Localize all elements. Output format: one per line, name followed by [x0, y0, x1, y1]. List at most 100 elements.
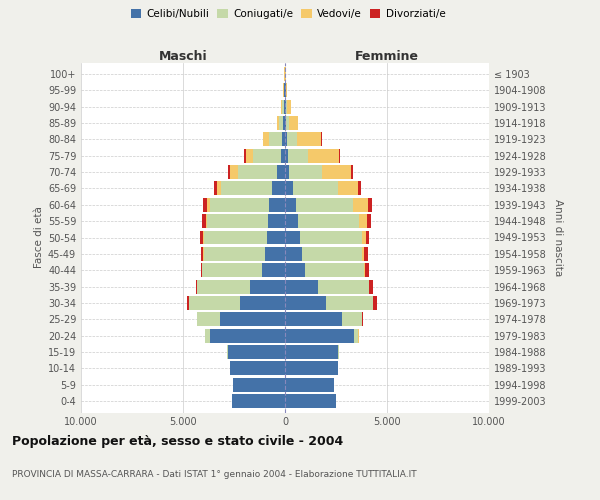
Bar — [285, 280, 369, 293]
Bar — [285, 116, 286, 130]
Bar — [284, 100, 285, 114]
Bar — [238, 165, 285, 179]
Bar — [197, 280, 285, 293]
Bar — [230, 362, 285, 376]
Bar — [203, 230, 285, 244]
Bar — [285, 296, 373, 310]
Bar — [197, 280, 285, 293]
Bar — [200, 264, 285, 277]
Bar — [277, 116, 285, 130]
Bar — [269, 132, 285, 146]
Bar — [285, 328, 358, 342]
Y-axis label: Fasce di età: Fasce di età — [34, 206, 44, 268]
Bar — [285, 149, 287, 162]
Bar — [285, 394, 336, 408]
Bar — [233, 378, 285, 392]
Bar — [285, 214, 359, 228]
Bar — [285, 296, 373, 310]
Bar — [207, 198, 285, 211]
Bar — [227, 345, 285, 359]
Bar — [250, 280, 285, 293]
Bar — [230, 362, 285, 376]
Bar — [285, 394, 336, 408]
Bar — [277, 116, 285, 130]
Bar — [285, 132, 322, 146]
Bar — [202, 264, 285, 277]
Bar — [285, 230, 362, 244]
Bar — [285, 100, 286, 114]
Bar — [285, 345, 338, 359]
Bar — [283, 84, 285, 98]
Bar — [202, 214, 285, 228]
Bar — [189, 296, 285, 310]
Bar — [281, 100, 285, 114]
Bar — [285, 214, 367, 228]
Bar — [285, 100, 290, 114]
Bar — [202, 264, 285, 277]
Bar — [227, 345, 285, 359]
Bar — [220, 312, 285, 326]
Bar — [285, 182, 361, 196]
Bar — [228, 165, 285, 179]
Bar — [285, 198, 296, 211]
Bar — [232, 394, 285, 408]
Bar — [281, 149, 285, 162]
Bar — [285, 84, 286, 98]
Bar — [230, 362, 285, 376]
Bar — [285, 198, 353, 211]
Bar — [285, 378, 334, 392]
Bar — [285, 264, 364, 277]
Bar — [284, 84, 285, 98]
Bar — [285, 84, 287, 98]
Bar — [285, 132, 322, 146]
Bar — [285, 312, 342, 326]
Bar — [232, 394, 285, 408]
Bar — [285, 198, 368, 211]
Bar — [217, 182, 285, 196]
Bar — [285, 165, 322, 179]
Bar — [285, 280, 317, 293]
Bar — [205, 328, 285, 342]
Bar — [206, 214, 285, 228]
Bar — [285, 362, 338, 376]
Bar — [285, 247, 362, 261]
Legend: Celibi/Nubili, Coniugati/e, Vedovi/e, Divorziati/e: Celibi/Nubili, Coniugati/e, Vedovi/e, Di… — [127, 5, 449, 24]
Bar — [285, 214, 371, 228]
Text: Maschi: Maschi — [158, 50, 208, 62]
Bar — [283, 116, 285, 130]
Bar — [197, 312, 285, 326]
Bar — [227, 345, 285, 359]
Bar — [285, 132, 297, 146]
Bar — [285, 312, 363, 326]
Bar — [209, 328, 285, 342]
Bar — [285, 149, 308, 162]
Bar — [285, 296, 326, 310]
Bar — [197, 312, 285, 326]
Bar — [197, 312, 285, 326]
Bar — [204, 247, 285, 261]
Bar — [262, 264, 285, 277]
Text: Popolazione per età, sesso e stato civile - 2004: Popolazione per età, sesso e stato civil… — [12, 435, 343, 448]
Bar — [283, 132, 285, 146]
Bar — [281, 100, 285, 114]
Bar — [285, 345, 338, 359]
Bar — [187, 296, 285, 310]
Bar — [285, 165, 350, 179]
Bar — [285, 182, 293, 196]
Bar — [285, 362, 338, 376]
Bar — [265, 247, 285, 261]
Bar — [221, 182, 285, 196]
Bar — [281, 100, 285, 114]
Bar — [285, 247, 302, 261]
Bar — [272, 182, 285, 196]
Bar — [285, 100, 290, 114]
Bar — [205, 328, 285, 342]
Bar — [209, 198, 285, 211]
Bar — [200, 230, 285, 244]
Bar — [205, 328, 285, 342]
Bar — [233, 378, 285, 392]
Bar — [285, 230, 365, 244]
Bar — [285, 345, 338, 359]
Bar — [285, 312, 362, 326]
Bar — [285, 214, 298, 228]
